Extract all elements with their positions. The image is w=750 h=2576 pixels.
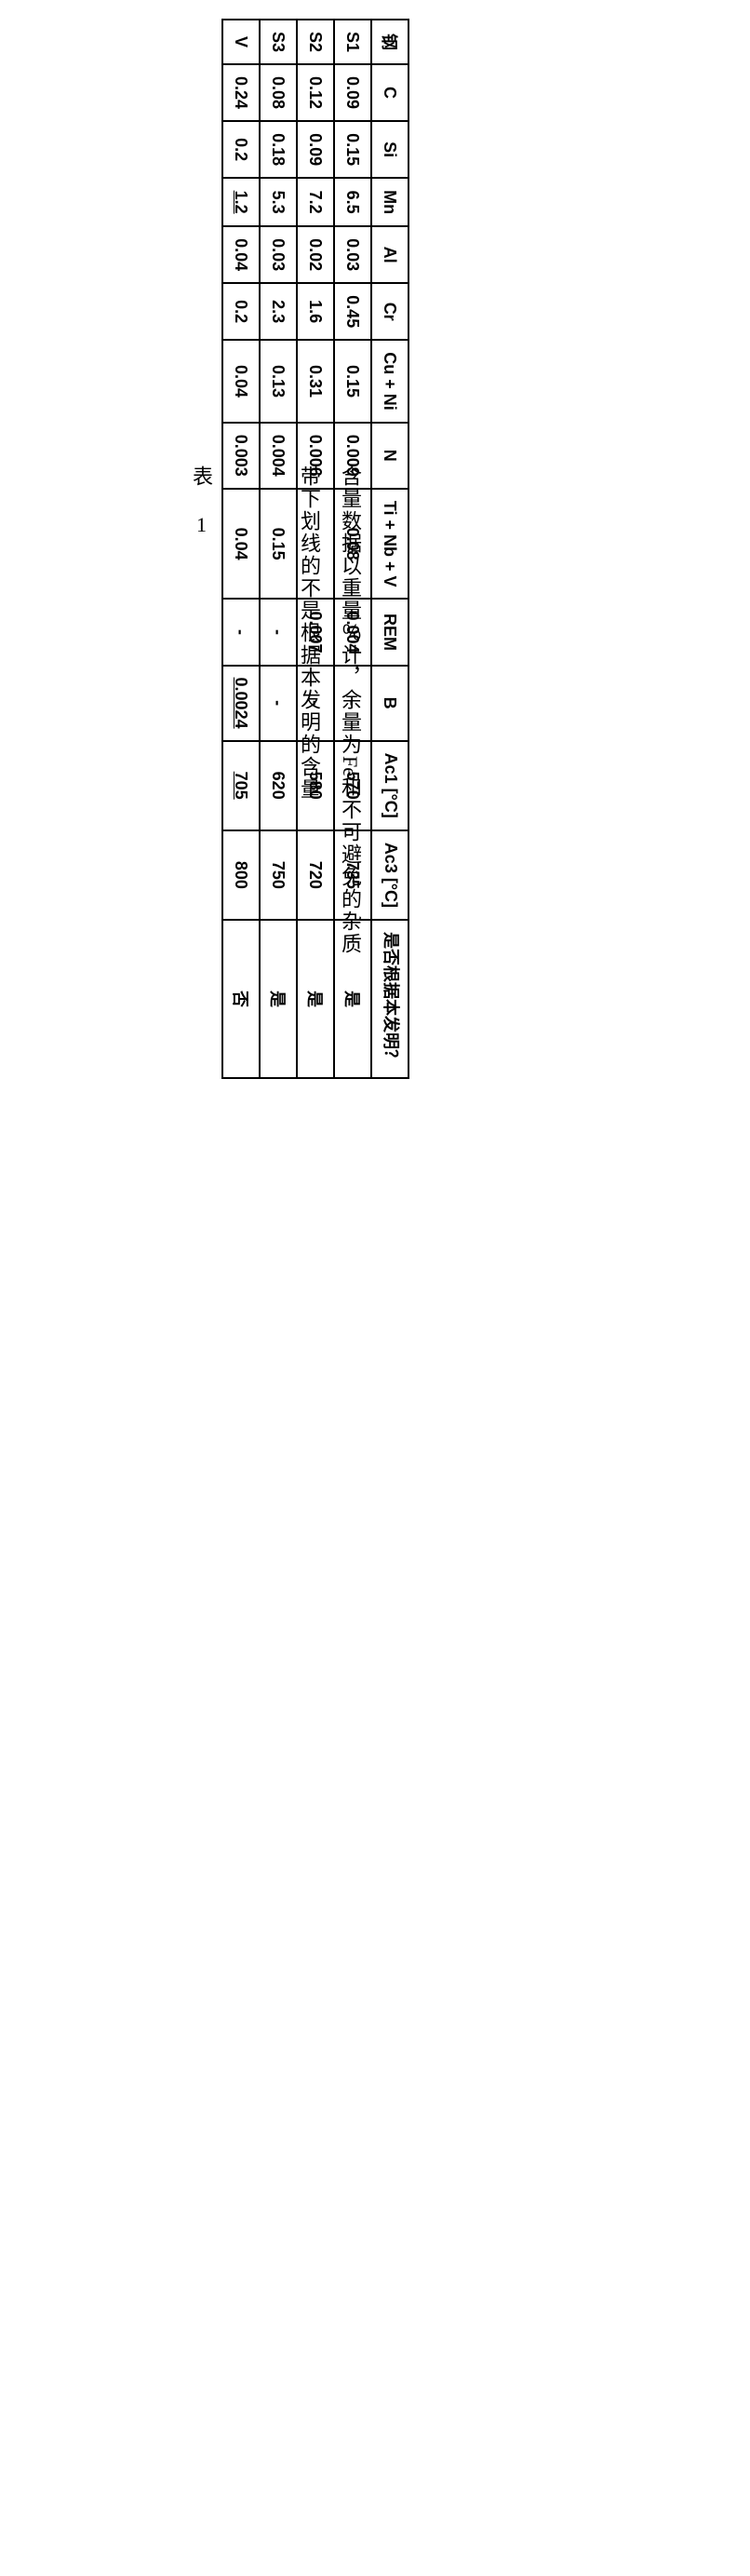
col-si: Si bbox=[371, 121, 408, 178]
col-ac1: Ac1 [°C] bbox=[371, 741, 408, 830]
col-rem: REM bbox=[371, 599, 408, 665]
table-caption: 表 1 bbox=[186, 465, 216, 538]
cell-c: 0.08 bbox=[260, 64, 297, 121]
cell-ac3: 800 bbox=[222, 830, 260, 920]
cell-mn: 5.3 bbox=[260, 178, 297, 226]
cell-steel: S3 bbox=[260, 20, 297, 64]
col-tinbv: Ti + Nb + V bbox=[371, 489, 408, 600]
note-line-2: 带下划线的不是根据本发明的含量 bbox=[288, 465, 329, 955]
cell-mn: 7.2 bbox=[297, 178, 334, 226]
cell-cr: 0.45 bbox=[334, 283, 371, 340]
cell-al: 0.03 bbox=[334, 226, 371, 283]
table-header-row: 钢 C Si Mn Al Cr Cu + Ni N Ti + Nb + V RE… bbox=[371, 20, 408, 1078]
cell-si: 0.2 bbox=[222, 121, 260, 178]
table-notes: 含量数据以重量％计，余量为Fe和不可避免的杂质 带下划线的不是根据本发明的含量 bbox=[288, 465, 370, 955]
note-line-1: 含量数据以重量％计，余量为Fe和不可避免的杂质 bbox=[329, 465, 370, 955]
cell-ac1: 705 bbox=[222, 741, 260, 830]
cell-cuni: 0.13 bbox=[260, 340, 297, 423]
cell-cr: 1.6 bbox=[297, 283, 334, 340]
table-row: V 0.24 0.2 1.2 0.04 0.2 0.04 0.003 0.04 … bbox=[222, 20, 260, 1078]
col-cr: Cr bbox=[371, 283, 408, 340]
cell-al: 0.04 bbox=[222, 226, 260, 283]
cell-cr: 2.3 bbox=[260, 283, 297, 340]
col-b: B bbox=[371, 666, 408, 741]
cell-steel: S1 bbox=[334, 20, 371, 64]
cell-invent: 否 bbox=[222, 920, 260, 1078]
cell-c: 0.24 bbox=[222, 64, 260, 121]
cell-cuni: 0.31 bbox=[297, 340, 334, 423]
cell-al: 0.02 bbox=[297, 226, 334, 283]
cell-mn: 1.2 bbox=[222, 178, 260, 226]
cell-mn: 6.5 bbox=[334, 178, 371, 226]
cell-n: 0.003 bbox=[222, 423, 260, 489]
cell-rem: - bbox=[222, 599, 260, 665]
col-c: C bbox=[371, 64, 408, 121]
col-mn: Mn bbox=[371, 178, 408, 226]
cell-cuni: 0.15 bbox=[334, 340, 371, 423]
cell-steel: S2 bbox=[297, 20, 334, 64]
col-steel: 钢 bbox=[371, 20, 408, 64]
cell-si: 0.15 bbox=[334, 121, 371, 178]
cell-si: 0.09 bbox=[297, 121, 334, 178]
cell-si: 0.18 bbox=[260, 121, 297, 178]
cell-al: 0.03 bbox=[260, 226, 297, 283]
col-n: N bbox=[371, 423, 408, 489]
col-cuni: Cu + Ni bbox=[371, 340, 408, 423]
cell-steel: V bbox=[222, 20, 260, 64]
cell-c: 0.09 bbox=[334, 64, 371, 121]
cell-cuni: 0.04 bbox=[222, 340, 260, 423]
cell-cr: 0.2 bbox=[222, 283, 260, 340]
cell-c: 0.12 bbox=[297, 64, 334, 121]
col-invent: 是否根据本发明？ bbox=[371, 920, 408, 1078]
col-ac3: Ac3 [°C] bbox=[371, 830, 408, 920]
cell-b: 0.0024 bbox=[222, 666, 260, 741]
col-al: Al bbox=[371, 226, 408, 283]
cell-tinbv: 0.04 bbox=[222, 489, 260, 600]
